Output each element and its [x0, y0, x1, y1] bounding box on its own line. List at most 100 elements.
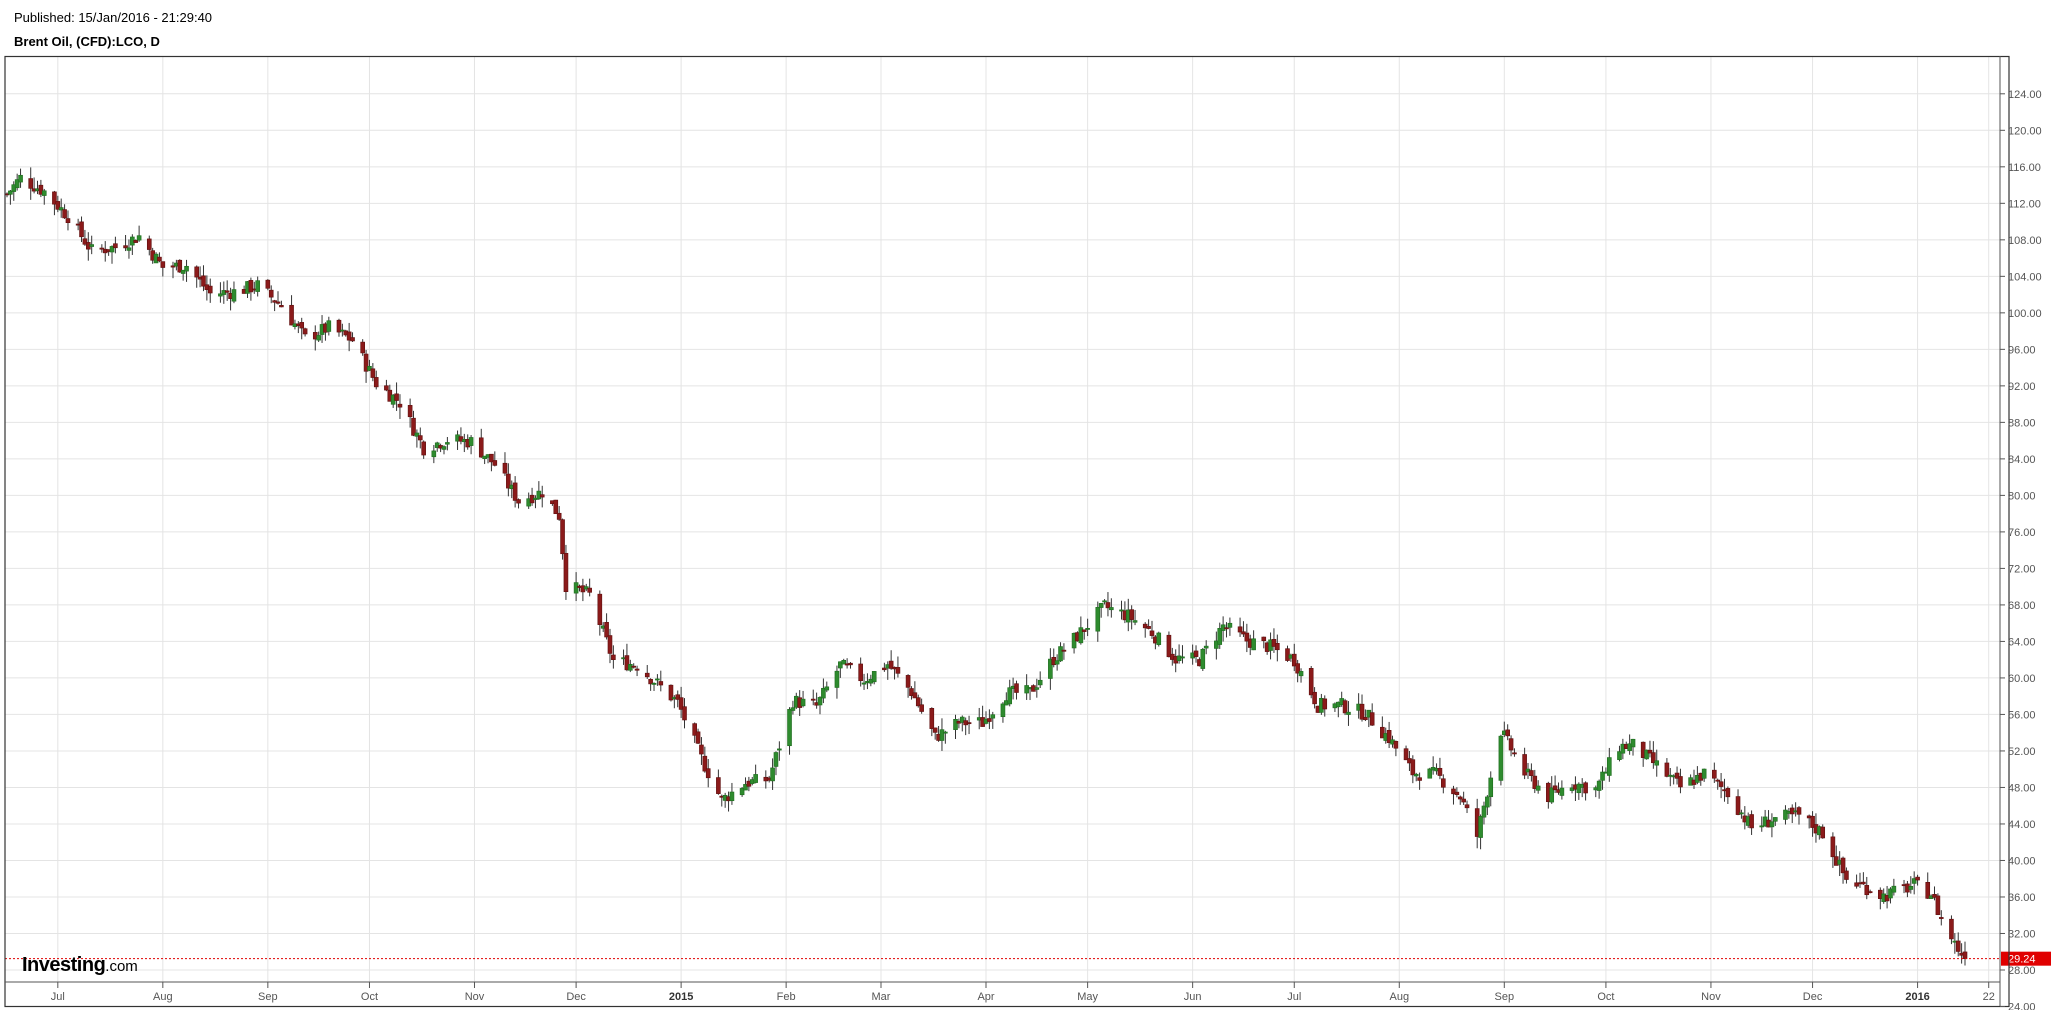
candle	[1061, 643, 1067, 660]
candle	[268, 285, 274, 304]
candle-body-down	[201, 275, 206, 287]
candle	[644, 665, 650, 679]
candle-body-up	[1048, 658, 1053, 679]
published-timestamp: Published: 15/Jan/2016 - 21:29:40	[14, 10, 213, 25]
candle-body-up	[1007, 687, 1013, 705]
candle	[1559, 780, 1565, 800]
candle-body-down	[912, 692, 918, 699]
candle-body-down	[363, 353, 369, 372]
plot-area-border	[4, 55, 2010, 1008]
candle-body-down	[1359, 703, 1365, 720]
candle	[1600, 766, 1605, 790]
candle	[858, 657, 863, 687]
candle-body-up	[1498, 735, 1504, 781]
candle	[753, 764, 758, 784]
candle-body-down	[99, 247, 105, 250]
candle-body-up	[773, 752, 779, 767]
candle-body-down	[692, 723, 697, 736]
candle-body-up	[821, 687, 826, 699]
candle-body-up	[1109, 607, 1114, 611]
candle-body-up	[1180, 656, 1185, 659]
candle-body-down	[146, 238, 152, 250]
candle	[1505, 724, 1510, 741]
candle	[1654, 749, 1660, 777]
candle-body-up	[729, 791, 735, 802]
candle	[1739, 809, 1744, 819]
candle	[360, 339, 365, 356]
candle-body-down	[1532, 775, 1538, 789]
candle-body-up	[58, 207, 64, 211]
candle	[607, 628, 613, 664]
candle	[773, 751, 779, 776]
chart-grid	[5, 56, 2000, 1007]
candle-body-down	[644, 672, 650, 678]
candle-body-up	[1891, 885, 1897, 893]
candle-body-up	[777, 748, 782, 751]
candle	[1261, 636, 1267, 649]
candle	[912, 681, 918, 699]
candle	[580, 578, 586, 602]
x-tick-label: Dec	[566, 991, 586, 1003]
candle-body-up	[231, 289, 237, 302]
candle-body-down	[502, 462, 508, 474]
candle-body-down	[194, 266, 200, 278]
candle-body-down	[1840, 857, 1846, 874]
candle	[1403, 745, 1409, 761]
candle	[1166, 631, 1172, 658]
candle-body-down	[987, 718, 992, 722]
y-tick-label: 120.00	[2008, 125, 2042, 137]
candle	[692, 722, 697, 743]
candle-body-down	[604, 622, 609, 638]
candle	[224, 280, 230, 301]
candle-body-down	[1308, 668, 1314, 696]
y-tick-label: 84.00	[2008, 454, 2036, 466]
candle-body-down	[248, 280, 254, 293]
candle	[478, 428, 484, 458]
candle	[1830, 832, 1836, 868]
candle-body-up	[126, 247, 132, 251]
candle-body-up	[1413, 773, 1419, 777]
candle	[1647, 740, 1653, 758]
candle	[1725, 786, 1731, 804]
candle-body-down	[489, 453, 494, 463]
candle	[1322, 695, 1328, 717]
candle	[1651, 741, 1656, 769]
candle-body-down	[1244, 632, 1250, 642]
candle	[1674, 766, 1680, 785]
candle	[787, 707, 792, 755]
candle	[1217, 622, 1223, 649]
candle-body-down	[1715, 779, 1721, 782]
candle-body-down	[699, 744, 704, 755]
candle	[1481, 801, 1487, 825]
candle	[841, 658, 847, 665]
candle	[675, 690, 681, 708]
investing-logo[interactable]: Investing.com	[22, 954, 138, 977]
candle	[1034, 678, 1040, 698]
candle-body-up	[1024, 685, 1029, 694]
candle-body-up	[1600, 771, 1605, 781]
candle-body-up	[367, 365, 372, 371]
candle	[52, 190, 57, 216]
candle	[871, 671, 877, 685]
candle-body-up	[1908, 886, 1914, 890]
candle	[431, 444, 437, 464]
candle	[1193, 645, 1199, 663]
candle-body-down	[611, 654, 616, 660]
candle	[668, 684, 674, 702]
candle	[157, 252, 162, 263]
candle-body-up	[655, 678, 660, 681]
candle-body-down	[157, 256, 162, 262]
candle-body-down	[932, 727, 938, 733]
candle	[919, 698, 924, 714]
x-tick-label: Feb	[777, 991, 796, 1003]
candle-body-down	[28, 178, 34, 189]
candle	[441, 445, 447, 455]
x-tick-label: 2016	[1905, 991, 1929, 1003]
candle	[1789, 804, 1795, 824]
candle-body-down	[1867, 891, 1873, 894]
candle-body-up	[743, 784, 748, 791]
candle	[123, 234, 128, 252]
y-tick-label: 100.00	[2008, 308, 2042, 320]
candle	[1552, 775, 1558, 794]
